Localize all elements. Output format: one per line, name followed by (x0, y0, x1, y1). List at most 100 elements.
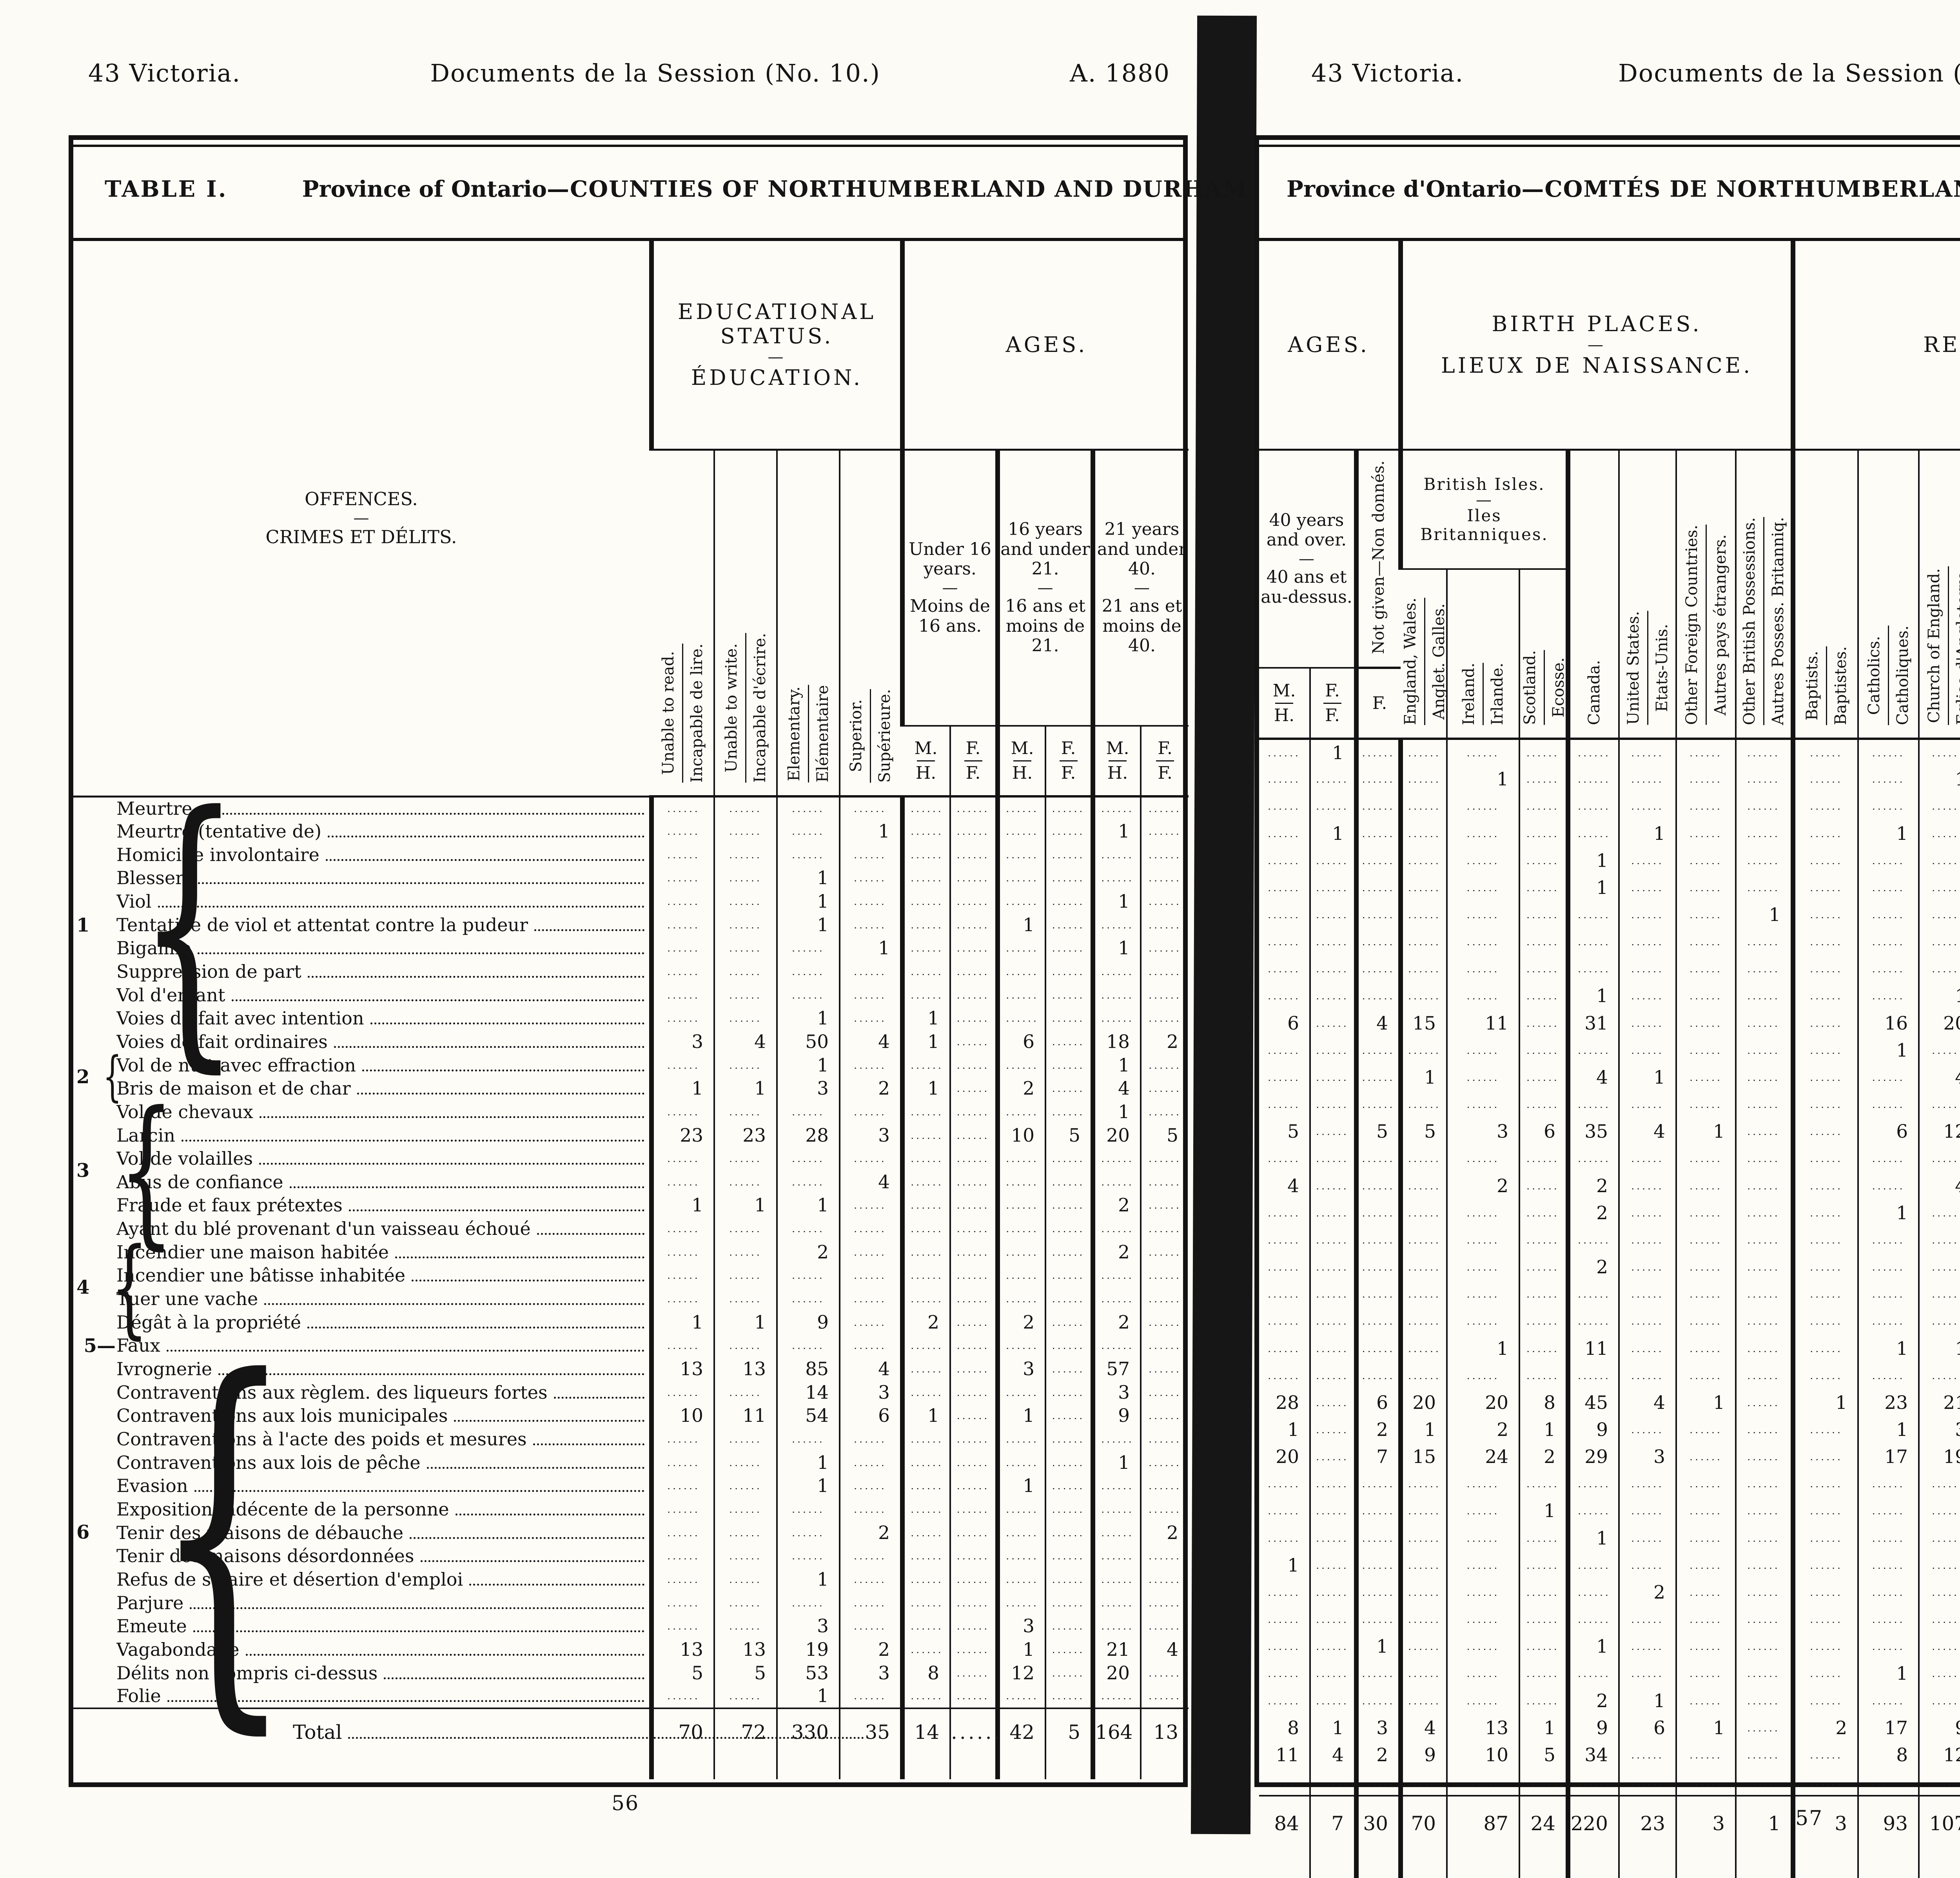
value-cell: 1 (776, 1451, 840, 1475)
value-cell: 1 (1566, 1525, 1619, 1552)
separator-dash: — (1037, 579, 1053, 597)
empty-cell: ...... (995, 1194, 1046, 1217)
empty-cell: ...... (649, 1170, 714, 1194)
empty-cell: ...... (1309, 1606, 1356, 1633)
empty-cell: ...... (1354, 1768, 1401, 1796)
offence-row: 6{Ivrognerie 13 13 85 4............ 3...... 57… (73, 1331, 1189, 1733)
value-cell: 1 (1618, 1687, 1677, 1715)
empty-cell: ...... (1398, 1226, 1447, 1254)
empty-cell: ...... (1618, 1470, 1677, 1498)
value-cell: 1 (1309, 1714, 1356, 1742)
empty-cell: ...... (1857, 955, 1919, 983)
empty-cell: ...... (995, 1427, 1046, 1451)
empty-cell: ...... (1675, 1253, 1736, 1281)
empty-cell: ...... (1045, 1357, 1093, 1381)
empty-cell: ...... (1618, 1525, 1677, 1552)
value-cell: 1 (1918, 1335, 1960, 1362)
empty-cell: ...... (1446, 1579, 1520, 1606)
group-brace: { (103, 1045, 122, 1108)
empty-cell: ...... (949, 1357, 998, 1381)
offence-label: Contraventions aux règlem. des liqueurs … (116, 1381, 652, 1404)
empty-cell: ...... (1354, 1525, 1401, 1552)
total-cell: 70 (1398, 1795, 1447, 1851)
total-cell: 164 (1091, 1707, 1141, 1756)
british-isles-subgroup-header: British Isles. — Iles Britanniques. (1398, 450, 1568, 570)
offence-label: Ayant du blé provenant d'un vaisseau éch… (116, 1217, 652, 1241)
empty-cell: ...... (949, 1614, 998, 1638)
empty-cell: ...... (649, 796, 714, 820)
filler-cell (1918, 1851, 1960, 1878)
value-cell: 13 (1446, 1714, 1520, 1742)
empty-cell: ...... (1791, 955, 1858, 983)
value-cell: 5 (649, 1661, 714, 1685)
offence-row: 4.................. 2...... 2.............… (1259, 1172, 1960, 1200)
empty-cell: ...... (1735, 1118, 1793, 1146)
value-cell: 23 (713, 1124, 777, 1147)
column-header-church-of-england: Church of England. Eglise d'Angleterre. (1918, 450, 1960, 740)
offence-group-marker: 2{ (73, 1050, 122, 1104)
value-cell: 2 (1140, 1030, 1189, 1054)
empty-cell: ...... (838, 1217, 903, 1241)
empty-cell: ...... (1566, 1470, 1619, 1498)
empty-cell: ...... (949, 1544, 998, 1568)
empty-cell: ...... (776, 936, 840, 960)
value-cell: 3 (1354, 1714, 1401, 1742)
offence-row: ........................................… (1259, 1362, 1960, 1389)
empty-cell: ...... (1618, 847, 1677, 874)
offence-label: Homicide involontaire (116, 843, 652, 866)
total-cell: 35 (838, 1707, 903, 1756)
empty-cell: ...... (949, 1521, 998, 1544)
empty-cell: ...... (776, 1521, 840, 1544)
empty-cell: ...... (1140, 1497, 1189, 1521)
offence-label: Faux (116, 1334, 652, 1358)
filler-cell (995, 1755, 1046, 1779)
empty-cell: ...... (1735, 1497, 1793, 1525)
empty-cell: ...... (1857, 1362, 1919, 1389)
group-brace: { (152, 1298, 294, 1766)
empty-cell: ...... (1791, 1768, 1858, 1796)
empty-cell: ...... (900, 1170, 951, 1194)
empty-cell: ...... (1309, 1308, 1356, 1335)
empty-cell: ...... (1268, 855, 1301, 866)
empty-total-cell: ...... (949, 1707, 1000, 1756)
empty-cell: ...... (1566, 739, 1619, 766)
empty-cell: ...... (1618, 1606, 1677, 1633)
offence-row: Dégât à la propriété 1 1 9...... 2...... 2...… (73, 1311, 1189, 1334)
empty-cell: ...... (838, 1334, 903, 1358)
value-cell: 1 (1519, 1714, 1568, 1742)
total-cell: 107 (1918, 1795, 1960, 1851)
empty-cell: ...... (1091, 1287, 1141, 1311)
empty-cell: ...... (1045, 1544, 1093, 1568)
empty-cell: ...... (1045, 1287, 1093, 1311)
empty-cell: ...... (1519, 1470, 1568, 1498)
value-cell: 1 (1675, 1714, 1736, 1742)
offence-label: Vol d'enfant (116, 983, 652, 1007)
empty-cell: ...... (776, 1427, 840, 1451)
empty-cell: ...... (949, 1381, 998, 1405)
empty-cell: ...... (1091, 1334, 1141, 1358)
empty-cell: ...... (1091, 913, 1141, 937)
empty-cell: ...... (649, 1006, 714, 1030)
value-cell: 2 (1446, 1172, 1520, 1200)
filler-cell (1354, 1851, 1401, 1878)
empty-cell: ...... (949, 1147, 998, 1171)
empty-cell: ...... (995, 1100, 1046, 1124)
empty-cell: ...... (1398, 983, 1447, 1010)
value-cell: 1 (1566, 874, 1619, 901)
empty-cell: ...... (713, 1264, 777, 1287)
empty-cell: ...... (1309, 1226, 1356, 1254)
empty-cell: ...... (1354, 1552, 1401, 1579)
column-header-united-states: United States. Etats-Unis. (1618, 450, 1677, 740)
empty-cell: ...... (1140, 960, 1189, 984)
dot-leader (181, 1139, 644, 1142)
empty-cell: ...... (1857, 1552, 1919, 1579)
empty-cell: ...... (900, 913, 951, 937)
empty-cell: ...... (1791, 983, 1858, 1010)
empty-cell: ...... (1791, 1633, 1858, 1660)
total-cell: 93 (1857, 1795, 1919, 1851)
empty-cell: ...... (1140, 796, 1189, 820)
empty-cell: ...... (949, 819, 998, 843)
empty-cell: ...... (1091, 1544, 1141, 1568)
empty-cell: ...... (649, 1568, 714, 1592)
empty-cell: ...... (1857, 1687, 1919, 1715)
